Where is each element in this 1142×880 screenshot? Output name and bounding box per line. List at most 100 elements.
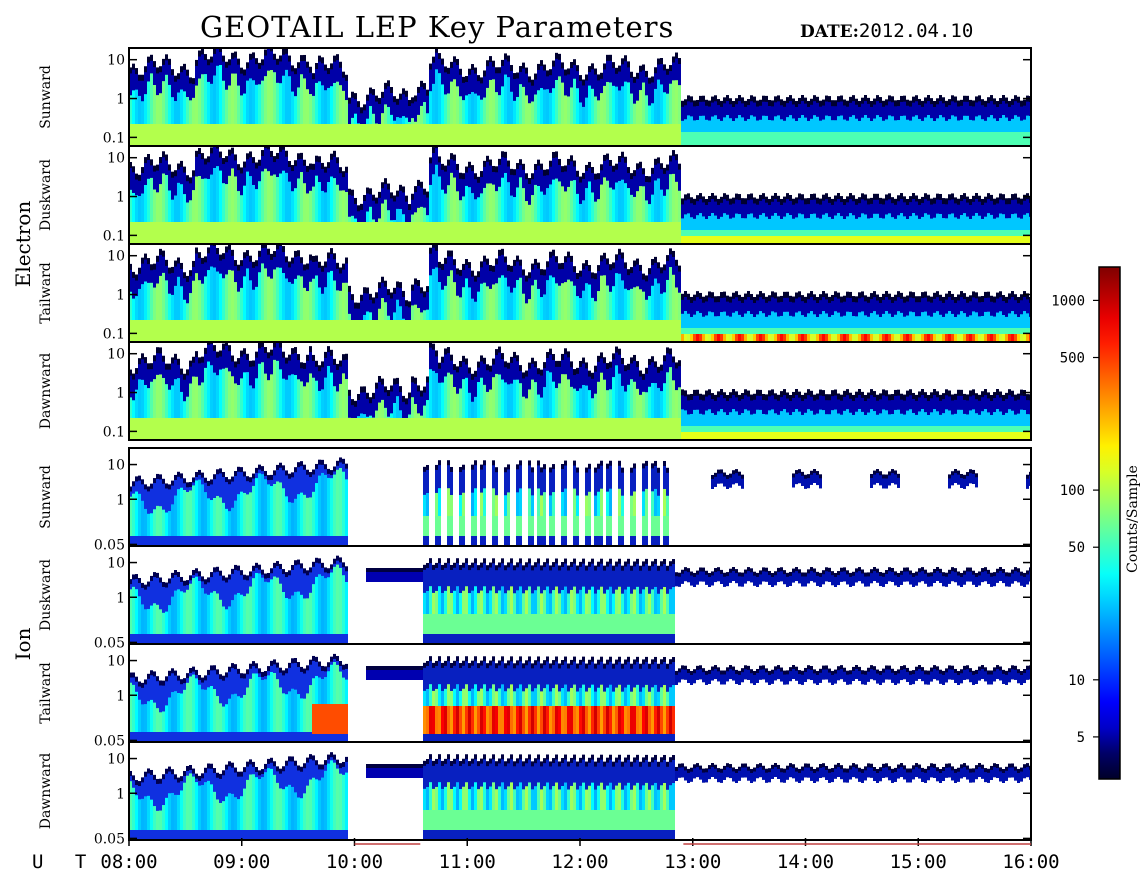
spectrogram-column [723, 311, 726, 342]
spectrogram-column [606, 285, 609, 342]
spectrogram-column [159, 222, 162, 244]
spectrogram-column [390, 418, 393, 440]
spectrogram-column [351, 320, 354, 342]
spectrogram-column [225, 89, 228, 146]
spectrogram-column [543, 222, 546, 244]
spectrogram-column [804, 334, 807, 342]
spectrogram-column [249, 176, 252, 244]
spectrogram-column [195, 273, 198, 342]
spectrogram-column [444, 376, 447, 440]
spectrogram-column [207, 81, 210, 146]
spectrogram-column [306, 89, 309, 146]
spectrogram-column [900, 213, 903, 244]
spectrogram-column [222, 183, 225, 244]
spectrogram-column [915, 334, 918, 342]
spectrogram-column [273, 418, 276, 440]
spectrogram-column [147, 418, 150, 440]
spectrogram-column [348, 124, 351, 146]
spectrogram-column [807, 334, 810, 342]
spectrogram-column [792, 132, 795, 146]
spectrogram-column [468, 392, 471, 440]
spectrogram-column [357, 418, 360, 440]
spectrogram-column [144, 222, 147, 244]
spectrogram-column [603, 275, 606, 342]
spectrogram-column [639, 186, 642, 244]
spectrogram-column [861, 236, 864, 244]
spectrogram-column [1026, 236, 1029, 244]
spectrogram-column [171, 418, 174, 440]
spectrogram-column [567, 124, 570, 146]
spectrogram-column [216, 65, 219, 146]
spectrogram-column [828, 432, 831, 440]
spectrogram-column [186, 418, 189, 440]
spectrogram-column [567, 418, 570, 440]
spectrogram-column [405, 418, 408, 440]
spectrogram-column [150, 381, 153, 440]
spectrogram-column [198, 418, 201, 440]
spectrogram-column [708, 236, 711, 244]
spectrogram-column [759, 132, 762, 146]
spectrogram-column [585, 188, 588, 244]
spectrogram-column [135, 124, 138, 146]
spectrogram-column [327, 320, 330, 342]
spectrogram-column [414, 124, 417, 146]
spectrogram-column [333, 222, 336, 244]
spectrogram-column [384, 418, 387, 440]
spectrogram-column [693, 432, 696, 440]
spectrogram-column [945, 313, 948, 342]
spectrogram-column [303, 124, 306, 146]
spectrogram-column [528, 320, 531, 342]
spectrogram-column [738, 432, 741, 440]
spectrogram-column [774, 432, 777, 440]
spectrogram-column [654, 124, 657, 146]
spectrogram-column [615, 365, 618, 440]
spectrogram-column [999, 236, 1002, 244]
spectrogram-column [624, 81, 627, 146]
spectrogram-column [597, 100, 600, 146]
spectrogram-column [387, 124, 390, 146]
spectrogram-column [975, 132, 978, 146]
spectrogram-column [819, 334, 822, 342]
spectrogram-column [627, 222, 630, 244]
spectrogram-column [792, 334, 795, 342]
spectrogram-column [663, 418, 666, 440]
spectrogram-column [471, 92, 474, 146]
spectrogram-column [264, 418, 267, 440]
spectrogram-column [822, 311, 825, 342]
spectrogram-column [246, 268, 249, 342]
spectrogram-column [519, 84, 522, 146]
spectrogram-column [384, 199, 387, 244]
spectrogram-column [465, 320, 468, 342]
spectrogram-column [228, 371, 231, 440]
spectrogram-column [153, 222, 156, 244]
spectrogram-column [390, 320, 393, 342]
spectrogram-column [825, 213, 828, 244]
spectrogram-column [939, 334, 942, 342]
spectrogram-column [450, 124, 453, 146]
spectrogram-column [789, 214, 792, 244]
spectrogram-column [477, 124, 480, 146]
spectrogram-column [627, 188, 630, 244]
spectrogram-column [276, 177, 279, 244]
spectrogram-column [345, 418, 348, 440]
spectrogram-column [270, 175, 273, 244]
spectrogram-column [216, 222, 219, 244]
spectrogram-column [960, 215, 963, 244]
spectrogram-column [777, 115, 780, 146]
spectrogram-column [747, 132, 750, 146]
spectrogram-column [486, 418, 489, 440]
spectrogram-column [663, 124, 666, 146]
spectrogram-column [435, 124, 438, 146]
spectrogram-column [516, 280, 519, 342]
spectrogram-column [855, 432, 858, 440]
spectrogram-column [975, 312, 978, 342]
spectrogram-column [786, 117, 789, 146]
spectrogram-column [168, 418, 171, 440]
spectrogram-column [894, 334, 897, 342]
spectrogram-column [228, 222, 231, 244]
spectrogram-column [597, 291, 600, 342]
spectrogram-column [969, 132, 972, 146]
spectrogram-column [750, 334, 753, 342]
spectrogram-column [1026, 313, 1029, 342]
spectrogram-column [924, 132, 927, 146]
